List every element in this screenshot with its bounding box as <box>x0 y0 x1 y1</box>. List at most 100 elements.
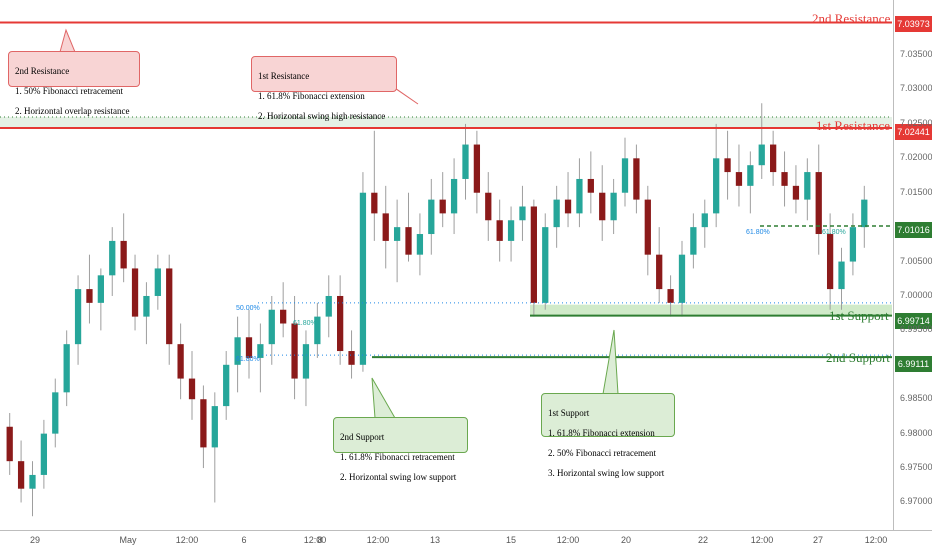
candle-body <box>792 185 800 200</box>
note-line: 2. Horizontal swing high resistance <box>258 111 386 121</box>
x-tick-label: May <box>119 535 137 545</box>
candle-body <box>371 192 378 214</box>
candle-body <box>143 295 150 317</box>
candle-body <box>211 406 218 448</box>
note-line: 1. 61.8% Fibonacci extension <box>548 428 655 438</box>
candle-body <box>815 172 822 235</box>
note-line: 1st Support <box>548 408 590 418</box>
candle-body <box>120 240 127 269</box>
candle-body <box>599 192 606 221</box>
x-tick-label: 27 <box>812 535 824 545</box>
note-line: 1. 61.8% Fibonacci extension <box>258 91 365 101</box>
candle-body <box>804 172 811 200</box>
y-tick-label: 6.98500 <box>900 393 932 404</box>
candle-body <box>382 213 389 241</box>
second-resistance-label: 2nd Resistance <box>812 11 891 26</box>
y-tick-label: 7.02500 <box>900 117 932 128</box>
candle-body <box>257 344 264 358</box>
candle-body <box>63 344 70 393</box>
x-tick-label: 8 <box>317 535 323 545</box>
candle-body <box>6 426 13 462</box>
x-tick-label: 20 <box>620 535 632 545</box>
note-line: 2. 50% Fibonacci retracement <box>548 448 656 458</box>
candle-body <box>713 158 720 214</box>
candle-body <box>166 268 173 345</box>
candle-body <box>462 144 469 179</box>
fib-label-50: 50.00% <box>236 305 260 312</box>
x-tick-label: 12:00 <box>366 535 390 545</box>
note-line: 1. 61.8% Fibonacci retracement <box>340 452 455 462</box>
candle-body <box>393 227 401 241</box>
candle-body <box>439 199 446 214</box>
x-tick-label: 12:00 <box>175 535 199 545</box>
fib-label-618-d: 61.80% <box>822 229 846 236</box>
candle-body <box>485 192 492 221</box>
candle-body <box>838 261 845 290</box>
candle-body <box>223 364 230 407</box>
fib-label-618-a: 61.80% <box>293 320 317 327</box>
y-tick-label: 7.01500 <box>900 186 932 197</box>
x-tick-label: 12:00 <box>556 535 580 545</box>
candle-body <box>542 227 549 303</box>
candle-body <box>245 337 253 358</box>
second-support-label: 2nd Support <box>826 350 890 365</box>
y-tick-label: 7.00500 <box>900 255 932 266</box>
second-resistance-note: 2nd Resistance 1. 50% Fibonacci retracem… <box>8 51 140 116</box>
second-resistance-pointer <box>59 28 76 53</box>
fib-label-618-c: 61.80% <box>746 229 770 236</box>
candle-body <box>337 295 344 352</box>
candle-body <box>667 289 674 303</box>
candle-body <box>656 254 663 290</box>
x-tick-label: 12:00 <box>303 535 327 545</box>
second-support-note: 2nd Support 1. 61.8% Fibonacci retraceme… <box>333 417 468 482</box>
candle-body <box>553 199 560 228</box>
candle-body <box>610 192 617 221</box>
candle-body <box>690 227 697 255</box>
x-tick-label: 12:00 <box>864 535 888 545</box>
candle-body <box>348 351 355 365</box>
note-line: 2nd Resistance <box>15 66 70 76</box>
x-tick-label: 22 <box>697 535 709 545</box>
candle-body <box>325 295 332 317</box>
candle-body <box>496 220 503 241</box>
note-line: 3. Horizontal swing low support <box>548 468 665 478</box>
y-tick-label: 6.99500 <box>900 324 932 335</box>
fib-label-618-b: 61.80% <box>236 356 260 363</box>
candle-body <box>200 399 207 448</box>
resistance-zone <box>0 116 892 128</box>
candle-body <box>826 234 834 290</box>
candle-body <box>86 289 93 303</box>
candle-body <box>109 240 116 276</box>
candle-body <box>29 474 36 489</box>
x-tick-label: 12:00 <box>750 535 774 545</box>
x-tick-label: 29 <box>29 535 41 545</box>
y-tick-label: 6.97500 <box>900 462 932 473</box>
y-tick-label: 7.03000 <box>900 83 932 94</box>
first-support-note: 1st Support 1. 61.8% Fibonacci extension… <box>541 393 675 478</box>
y-tick-label: 7.00000 <box>900 289 932 300</box>
x-tick-label: 13 <box>429 535 441 545</box>
note-line: 1. 50% Fibonacci retracement <box>15 86 123 96</box>
second-resistance-price-tag: 7.03973 <box>895 16 932 32</box>
second-support-price-tag: 6.99111 <box>895 356 932 372</box>
candle-body <box>507 220 515 241</box>
candle-body <box>405 227 412 255</box>
candle-body <box>234 337 241 365</box>
candle-body <box>97 275 104 303</box>
candle-body <box>781 172 788 186</box>
candle-body <box>735 172 743 186</box>
candle-body <box>177 344 184 379</box>
candle-body <box>861 199 868 228</box>
candle-body <box>428 199 435 235</box>
first-resistance-label: 1st Resistance <box>816 118 891 133</box>
first-support-price-tag: 6.99714 <box>895 313 932 329</box>
current-price-tag: 7.01016 <box>895 222 932 238</box>
y-tick-label: 6.97000 <box>900 496 932 507</box>
candle-body <box>576 178 583 214</box>
candle-body <box>40 433 48 475</box>
first-support-label: 1st Support <box>829 308 889 323</box>
candle-body <box>770 144 777 173</box>
first-support-pointer <box>602 329 619 395</box>
x-tick-label: 15 <box>505 535 517 545</box>
